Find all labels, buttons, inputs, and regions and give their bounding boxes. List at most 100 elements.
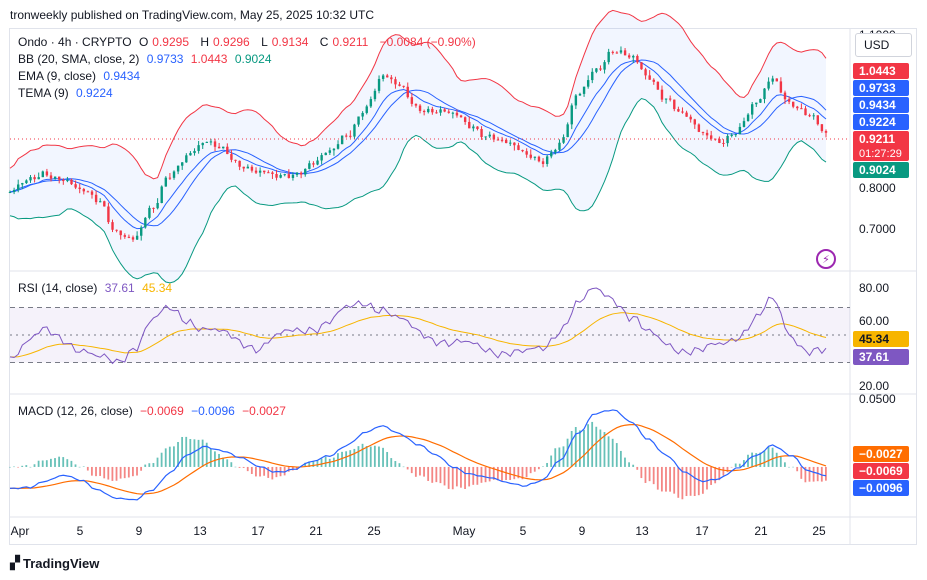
candle-body	[320, 155, 323, 161]
macd-histogram-bar	[378, 446, 380, 467]
candle-body	[463, 117, 467, 122]
candle-body	[345, 135, 348, 137]
macd-line	[9, 409, 827, 501]
macd-histogram-bar	[513, 466, 516, 480]
macd-histogram-bar	[537, 466, 540, 470]
macd-histogram-bar	[386, 451, 389, 467]
candle-body	[443, 109, 446, 112]
macd-histogram-bar	[562, 446, 565, 467]
candle-body	[750, 104, 754, 115]
candle-body	[734, 134, 737, 136]
candle-body	[504, 139, 508, 144]
macd-histogram-bar	[423, 466, 425, 477]
macd-histogram-bar	[17, 466, 20, 468]
macd-histogram-bar	[689, 466, 692, 496]
macd-histogram-bar	[574, 427, 577, 467]
candle-body	[250, 166, 254, 171]
macd-histogram-bar	[710, 466, 712, 485]
macd-histogram-bar	[767, 446, 770, 467]
candle-body	[107, 206, 110, 223]
macd-histogram-bar	[324, 456, 327, 467]
candle-body	[558, 142, 561, 150]
ema-legend[interactable]: EMA (9, close) 0.9434	[18, 69, 144, 83]
macd-histogram-bar	[796, 466, 799, 472]
open-value: 0.9295	[152, 35, 189, 49]
macd-histogram-bar	[173, 446, 175, 467]
candle-body	[599, 68, 602, 70]
candle-body	[164, 177, 168, 187]
candle-body	[160, 186, 163, 204]
currency-button[interactable]: USD	[855, 33, 912, 57]
macd-legend[interactable]: MACD (12, 26, close) −0.0069 −0.0096 −0.…	[18, 404, 290, 418]
candle-body	[8, 192, 12, 193]
macd-histogram-bar	[455, 466, 458, 487]
macd-histogram-bar	[156, 457, 159, 467]
candle-body	[103, 201, 106, 207]
macd-value: −0.0069	[140, 404, 184, 418]
candle-body	[545, 156, 549, 164]
macd-histogram-bar	[21, 465, 24, 467]
candle-body	[763, 88, 766, 100]
macd-histogram-bar	[132, 466, 134, 477]
candle-body	[685, 112, 688, 117]
macd-histogram-bar	[775, 452, 778, 467]
macd-histogram-bar	[496, 466, 499, 481]
macd-histogram-bar	[595, 426, 598, 467]
candle-body	[176, 165, 180, 172]
candle-body	[812, 115, 815, 117]
candle-body	[496, 139, 500, 141]
macd-histogram-bar	[738, 463, 741, 467]
macd-histogram-bar	[599, 429, 602, 467]
rsi-tag-bg	[853, 331, 909, 347]
candle-body	[820, 124, 824, 132]
ema-value: 0.9434	[103, 69, 141, 83]
macd-histogram-bar	[316, 460, 319, 467]
bb-legend[interactable]: BB (20, SMA, close, 2) 0.9733 1.0443 0.9…	[18, 52, 276, 66]
candle-body	[517, 145, 520, 150]
macd-histogram-bar	[665, 466, 667, 492]
candle-body	[422, 110, 426, 113]
tema-legend[interactable]: TEMA (9) 0.9224	[18, 86, 117, 100]
candle-body	[451, 112, 455, 114]
candle-body	[86, 191, 90, 193]
candle-body	[701, 131, 705, 133]
candle-body	[562, 137, 565, 143]
macd-histogram-bar	[804, 466, 807, 483]
symbol-label[interactable]: Ondo · 4h · CRYPTO	[18, 35, 132, 49]
macd-histogram-bar	[685, 466, 688, 497]
tradingview-logo[interactable]: ▞ TradingView	[10, 555, 99, 571]
candle-body	[632, 55, 635, 58]
macd-histogram-bar	[734, 463, 737, 467]
candle-body	[529, 154, 532, 158]
macd-histogram-bar	[427, 466, 430, 481]
macd-histogram-bar	[677, 466, 680, 498]
candle-body	[722, 142, 725, 144]
macd-histogram-bar	[115, 466, 118, 481]
macd-histogram-bar	[825, 466, 827, 481]
candle-body	[447, 111, 450, 113]
macd-histogram-bar	[185, 436, 188, 467]
candle-body	[185, 155, 188, 163]
candle-body	[373, 90, 377, 100]
candle-body	[554, 149, 557, 153]
macd-histogram-bar	[402, 466, 405, 468]
candle-body	[295, 172, 299, 175]
bb-fill	[10, 10, 826, 283]
candle-body	[414, 103, 418, 106]
candle-body	[533, 156, 537, 158]
candle-body	[656, 81, 660, 90]
candle-body	[796, 106, 799, 109]
close-value: 0.9211	[332, 35, 369, 49]
candle-body	[181, 162, 184, 166]
macd-histogram-bar	[591, 421, 594, 467]
macd-histogram-bar	[611, 438, 614, 467]
macd-histogram-bar	[447, 466, 450, 489]
rsi-legend[interactable]: RSI (14, close) 37.61 45.34	[18, 281, 176, 295]
candle-body	[197, 145, 200, 151]
candle-body	[279, 175, 282, 178]
candle-body	[17, 184, 20, 190]
macd-histogram-bar	[636, 466, 639, 470]
alert-icon[interactable]: ⚡	[816, 249, 836, 269]
time-axis-tick: 17	[251, 524, 265, 538]
